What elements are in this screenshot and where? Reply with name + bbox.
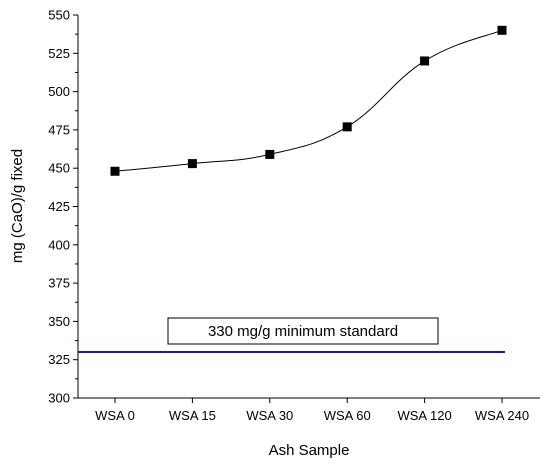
y-tick-label: 400 [48,237,70,252]
x-axis-title: Ash Sample [269,442,350,459]
y-tick-label: 425 [48,199,70,214]
x-tick-label: WSA 15 [169,408,216,423]
y-tick-label: 325 [48,352,70,367]
data-point-marker [265,149,275,159]
data-point-marker [187,159,197,169]
y-tick-label: 350 [48,314,70,329]
y-axis-ticks: 300 325 350 375 400 425 450 475 500 525 550 [48,8,78,406]
annotation-label: 330 mg/g minimum standard [208,323,398,340]
y-tick-label: 375 [48,276,70,291]
series-group [110,25,507,176]
y-tick-label: 475 [48,122,70,137]
series-line [114,29,503,172]
data-point-marker [110,166,120,176]
x-tick-label: WSA 120 [397,408,451,423]
x-tick-label: WSA 0 [95,408,135,423]
reference-line-group: 330 mg/g minimum standard [78,317,505,354]
x-tick-label: WSA 60 [324,408,371,423]
x-tick-label: WSA 30 [246,408,293,423]
x-tick-label: WSA 240 [475,408,529,423]
data-point-marker [420,56,430,66]
y-tick-label: 550 [48,8,70,23]
y-tick-label: 525 [48,46,70,61]
annotation-box [167,317,439,345]
data-point-marker [342,122,352,132]
y-tick-label: 300 [48,391,70,406]
y-tick-label: 450 [48,161,70,176]
x-axis-ticks: WSA 0 WSA 15 WSA 30 WSA 60 WSA 120 WSA 240 [95,398,529,423]
data-point-marker [497,25,507,35]
y-axis-title: mg (CaO)/g fixed [9,149,26,263]
y-tick-label: 500 [48,84,70,99]
